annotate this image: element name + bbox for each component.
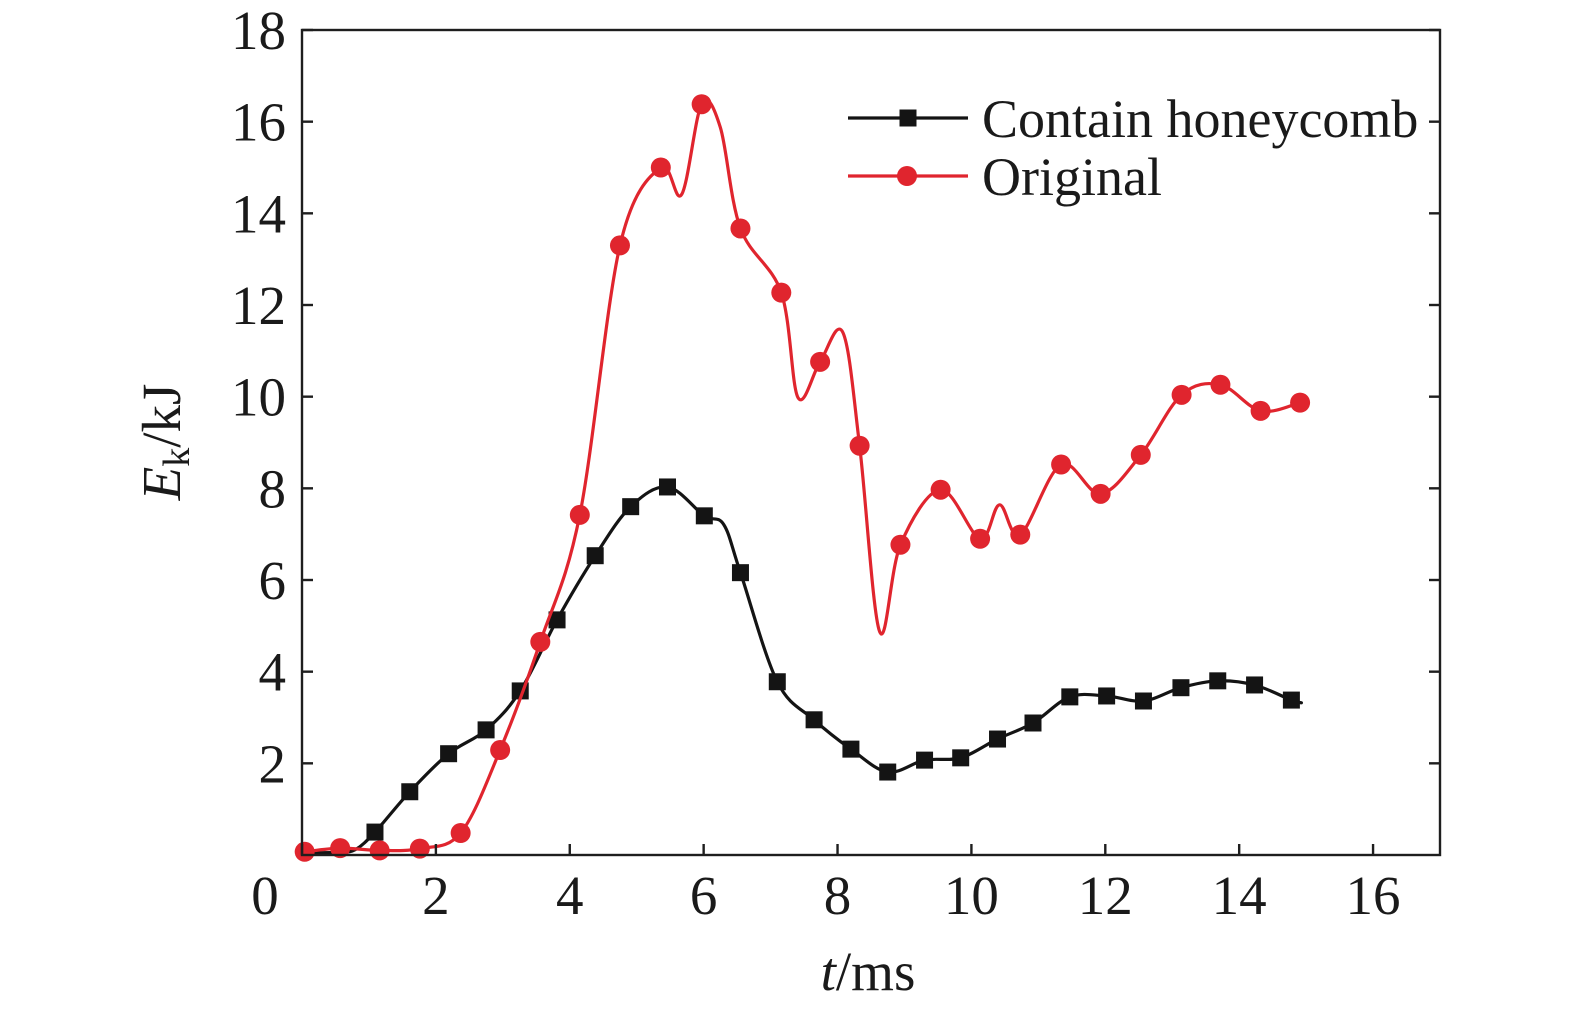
contain-honeycomb-data-point — [989, 730, 1007, 748]
original-data-point — [330, 838, 351, 859]
x-tick-label: 16 — [1346, 865, 1401, 926]
y-tick-label: 8 — [259, 458, 287, 519]
series-contain-honeycomb — [301, 478, 1303, 855]
y-tick-label: 12 — [231, 275, 286, 336]
legend-circle-marker — [897, 166, 917, 186]
contain-honeycomb-data-point — [440, 745, 458, 763]
original-data-point — [650, 157, 671, 178]
original-data-point — [530, 631, 551, 652]
y-axis-label: Ek/kJ — [131, 384, 198, 502]
contain-honeycomb-data-point — [768, 673, 786, 691]
y-tick-label: 18 — [231, 0, 286, 61]
original-data-point — [810, 351, 831, 372]
plot-frame — [300, 28, 1442, 857]
original-data-point — [369, 840, 390, 861]
legend: Contain honeycomb Original — [848, 89, 1418, 207]
contain-honeycomb-data-point — [1024, 714, 1042, 732]
contain-honeycomb-data-point — [1209, 672, 1227, 690]
y-tick-label: 10 — [231, 367, 286, 428]
x-axis-symbol: t — [821, 941, 838, 1002]
x-tick-label: 10 — [944, 865, 999, 926]
contain-honeycomb-data-point — [548, 611, 566, 629]
legend-label-contain-honeycomb: Contain honeycomb — [982, 89, 1418, 149]
contain-honeycomb-data-point — [879, 763, 897, 781]
x-tick-label: 6 — [690, 865, 718, 926]
original-data-point — [1171, 384, 1192, 405]
series-line-contain-honeycomb — [301, 485, 1303, 855]
original-data-point — [409, 838, 430, 859]
y-axis-subscript: k — [156, 448, 198, 467]
x-tick-label: 2 — [422, 865, 450, 926]
original-data-point — [1010, 524, 1031, 545]
original-data-point — [1090, 483, 1111, 504]
series-original — [294, 94, 1311, 862]
contain-honeycomb-data-point — [1172, 679, 1190, 697]
contain-honeycomb-data-point — [658, 478, 676, 496]
contain-honeycomb-data-point — [1134, 692, 1152, 710]
x-tick-label: 8 — [824, 865, 852, 926]
original-data-point — [490, 740, 511, 761]
series-line-original — [303, 98, 1302, 854]
original-data-point — [294, 841, 315, 862]
y-tick-label: 6 — [259, 550, 287, 611]
tick-marks — [300, 28, 1440, 855]
contain-honeycomb-data-point — [477, 721, 495, 739]
contain-honeycomb-data-point — [1061, 688, 1079, 706]
legend-square-marker — [899, 109, 917, 127]
y-tick-label: 14 — [231, 183, 286, 244]
y-tick-label: 2 — [259, 733, 287, 794]
contain-honeycomb-data-point — [1246, 676, 1264, 694]
legend-item-original: Original — [848, 147, 1162, 207]
original-data-point — [890, 534, 911, 555]
x-axis-label: t/ms — [821, 941, 916, 1002]
y-tick-label: 4 — [259, 642, 287, 703]
series-layer — [294, 94, 1311, 862]
contain-honeycomb-data-point — [586, 547, 604, 565]
original-data-point — [1210, 374, 1231, 395]
contain-honeycomb-data-point — [1098, 687, 1116, 705]
y-axis-symbol: E — [131, 467, 192, 502]
x-tick-label: 14 — [1212, 865, 1267, 926]
tick-labels: 0 2 4 6 8 10 12 14 16 2 4 6 8 10 12 14 16 18 — [231, 0, 1401, 926]
original-data-point — [1290, 392, 1311, 413]
x-tick-label: 12 — [1078, 865, 1133, 926]
y-tick-label: 16 — [231, 92, 286, 153]
original-data-point — [771, 282, 792, 303]
original-data-point — [970, 528, 991, 549]
y-axis-unit: /kJ — [131, 384, 192, 448]
x-axis-unit: /ms — [836, 941, 915, 1002]
original-data-point — [450, 823, 471, 843]
original-data-point — [691, 94, 712, 115]
contain-honeycomb-data-point — [805, 711, 823, 729]
contain-honeycomb-data-point — [1282, 691, 1300, 709]
contain-honeycomb-data-point — [695, 507, 713, 525]
contain-honeycomb-data-point — [622, 498, 640, 516]
x-tick-label: 4 — [556, 865, 584, 926]
contain-honeycomb-data-point — [731, 564, 749, 582]
legend-label-original: Original — [982, 147, 1162, 207]
original-data-point — [1250, 400, 1271, 421]
contain-honeycomb-data-point — [952, 749, 970, 767]
x-tick-label: 0 — [251, 865, 279, 926]
original-data-point — [930, 479, 951, 500]
original-data-point — [849, 435, 870, 456]
contain-honeycomb-data-point — [842, 740, 860, 758]
contain-honeycomb-data-point — [401, 783, 419, 801]
original-data-point — [730, 218, 751, 239]
original-data-point — [1130, 444, 1151, 465]
original-data-point — [569, 504, 590, 525]
contain-honeycomb-data-point — [916, 751, 934, 769]
original-data-point — [609, 235, 630, 256]
legend-item-contain-honeycomb: Contain honeycomb — [848, 89, 1418, 149]
original-data-point — [1051, 454, 1072, 475]
contain-honeycomb-data-point — [366, 823, 384, 841]
